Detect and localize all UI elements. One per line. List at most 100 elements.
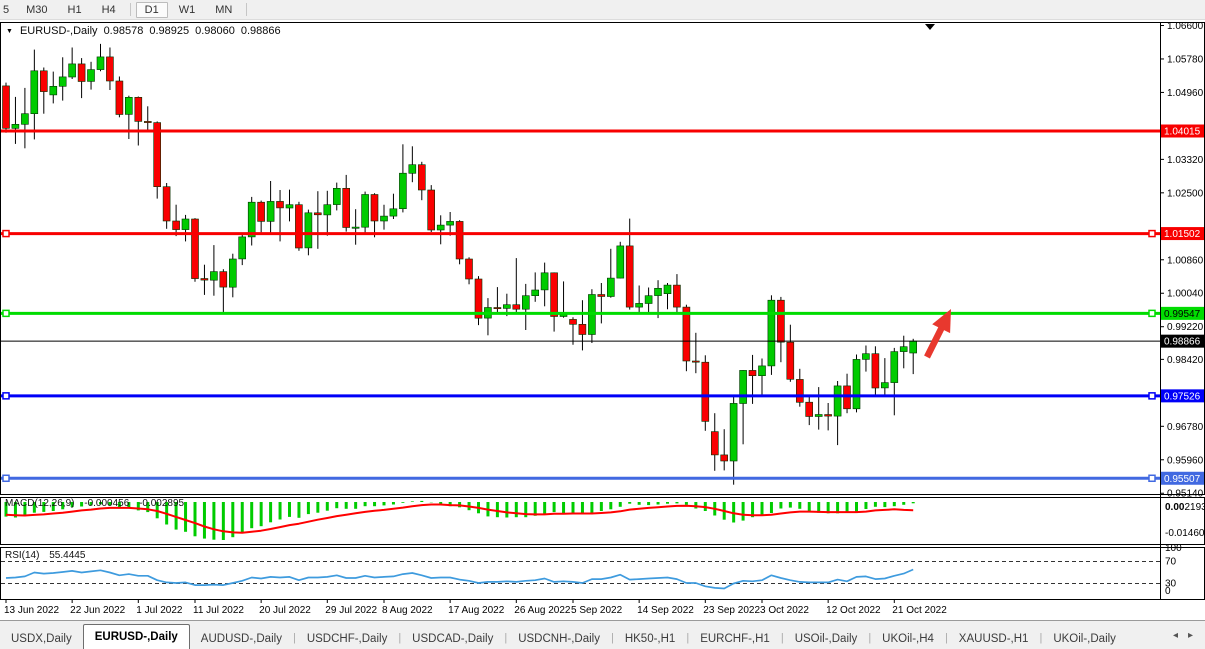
- tab-eurusd-daily[interactable]: EURUSD-,Daily: [82, 624, 190, 649]
- tab-ukoil-h4[interactable]: UKOil-,H4: [882, 633, 934, 645]
- candle-body-down: [465, 258, 473, 280]
- candle-body-up: [380, 215, 388, 222]
- candle-body-down: [597, 294, 606, 297]
- trend-arrow-head: [932, 309, 951, 334]
- date-label: 5 Sep 2022: [571, 605, 623, 616]
- toolbar-separator: [129, 3, 131, 16]
- candle-body-up: [739, 370, 747, 404]
- tab-usdchf-daily[interactable]: USDCHF-,Daily: [306, 633, 388, 645]
- chart-window: 1.06600 1.05780 1.04960 1.03320 1.02500 1.008…: [0, 20, 1205, 620]
- hline-price-label: 1.01502: [1164, 229, 1201, 240]
- tab-scroll-right-icon[interactable]: ▸: [1187, 629, 1193, 641]
- tab-audusd-daily[interactable]: AUDUSD-,Daily: [200, 633, 282, 645]
- hline-handle-right: [1148, 474, 1156, 483]
- candle-body-up: [181, 218, 190, 230]
- hline-price-label-box: [1161, 306, 1204, 320]
- timeframe-button-h1[interactable]: H1: [67, 3, 82, 16]
- candle-body-down: [474, 278, 483, 319]
- candle-body-up: [436, 224, 445, 231]
- price-tick-label: 1.03320: [1167, 155, 1204, 166]
- tab-ukoil-daily[interactable]: UKOil-,Daily: [1053, 633, 1116, 645]
- candle-body-down: [200, 278, 209, 281]
- candle-body-down: [777, 299, 785, 343]
- hline-price-label: 0.95507: [1164, 474, 1201, 485]
- date-label: 26 Aug 2022: [514, 605, 571, 616]
- hline-handle-right: [1148, 309, 1156, 318]
- chevron-down-icon: ▼: [6, 27, 13, 35]
- price-tick-label: 0.95960: [1167, 455, 1204, 466]
- candle-body-up: [833, 385, 842, 417]
- rsi-scale-label: 0: [1165, 586, 1171, 597]
- candle-body-up: [880, 382, 889, 389]
- ohlc-low: 0.98060: [195, 25, 235, 37]
- candle-body-up: [266, 201, 275, 222]
- tab-usdx-daily[interactable]: USDX,Daily: [11, 633, 72, 645]
- candle-body-down: [701, 361, 710, 422]
- timeframe-button-d1[interactable]: D1: [135, 1, 168, 18]
- candle-body-up: [11, 124, 20, 129]
- candle-body-down: [134, 97, 143, 122]
- tab-separator: |: [610, 632, 614, 644]
- tab-usdcad-daily[interactable]: USDCAD-,Daily: [412, 633, 494, 645]
- candle-body-down: [115, 80, 124, 115]
- rsi-scale-label: 70: [1165, 557, 1177, 568]
- tab-separator: |: [1039, 632, 1043, 644]
- candle-body-down: [191, 218, 199, 279]
- tab-scroll-left-icon[interactable]: ◂: [1172, 629, 1178, 641]
- candle-body-down: [313, 212, 322, 216]
- candle-body-down: [144, 121, 152, 123]
- hline-handle-left: [2, 309, 10, 318]
- hline-price-label: 0.99547: [1164, 309, 1201, 320]
- rsi-pane: [0, 547, 1205, 600]
- candle-body-down: [219, 271, 228, 288]
- candle-body-down: [342, 188, 351, 228]
- chart-shift-marker: [925, 24, 935, 30]
- timeframe-button-w1[interactable]: W1: [178, 3, 196, 16]
- candle-body-down: [162, 186, 171, 222]
- tab-xauusd-h1[interactable]: XAUUSD-,H1: [958, 633, 1029, 645]
- candle-body-up: [58, 76, 67, 87]
- tab-hk50-h1[interactable]: HK50-,H1: [624, 633, 676, 645]
- candle-body-up: [408, 164, 417, 174]
- candle-body-up: [890, 351, 899, 383]
- tab-separator: |: [944, 632, 948, 644]
- date-label: 21 Oct 2022: [892, 605, 947, 616]
- timeframe-button-m30[interactable]: M30: [26, 3, 48, 16]
- candle-body-up: [814, 414, 823, 417]
- candle-body-up: [238, 236, 246, 260]
- candle-body-up: [229, 258, 237, 288]
- timeframe-button-h4[interactable]: H4: [101, 3, 116, 16]
- candle-body-up: [285, 204, 294, 209]
- tab-separator: |: [780, 632, 784, 644]
- hline-handle-right: [1148, 229, 1156, 238]
- candle-body-up: [323, 204, 332, 216]
- candle-body-up: [644, 295, 653, 304]
- candle-body-up: [68, 63, 76, 78]
- candle-body-down: [748, 370, 757, 376]
- date-label: 8 Aug 2022: [382, 605, 433, 616]
- candle-body-down: [673, 284, 681, 308]
- price-tick-label: 0.99220: [1167, 322, 1204, 333]
- candle-body-down: [39, 70, 48, 92]
- candle-body-up: [654, 287, 662, 296]
- tab-usoil-daily[interactable]: USOil-,Daily: [794, 633, 858, 645]
- macd-indicator-label: MACD(12,26,9) -0.000456 -0.002895: [5, 498, 184, 509]
- hline-handle-left: [2, 392, 10, 400]
- date-label: 11 Jul 2022: [193, 605, 244, 616]
- candle-body-up: [361, 194, 369, 228]
- candle-body-up: [446, 221, 454, 226]
- tab-separator: |: [686, 632, 690, 644]
- candle-body-up: [96, 56, 105, 70]
- macd-scale-top: 0.002193: [1165, 502, 1205, 513]
- candle-body-down: [106, 56, 114, 82]
- tab-separator: |: [868, 632, 872, 644]
- timeframe-button-mn[interactable]: MN: [215, 3, 233, 16]
- candle-body-up: [125, 97, 133, 115]
- candle-body-down: [370, 194, 379, 222]
- candle-body-up: [304, 212, 313, 249]
- tab-eurchf-h1[interactable]: EURCHF-,H1: [700, 633, 770, 645]
- chart-canvas[interactable]: 1.06600 1.05780 1.04960 1.03320 1.02500 1.008…: [0, 20, 1205, 620]
- tab-usdcnh-daily[interactable]: USDCNH-,Daily: [518, 633, 600, 645]
- timeframe-button-5[interactable]: 5: [3, 3, 10, 16]
- candle-body-up: [862, 353, 870, 360]
